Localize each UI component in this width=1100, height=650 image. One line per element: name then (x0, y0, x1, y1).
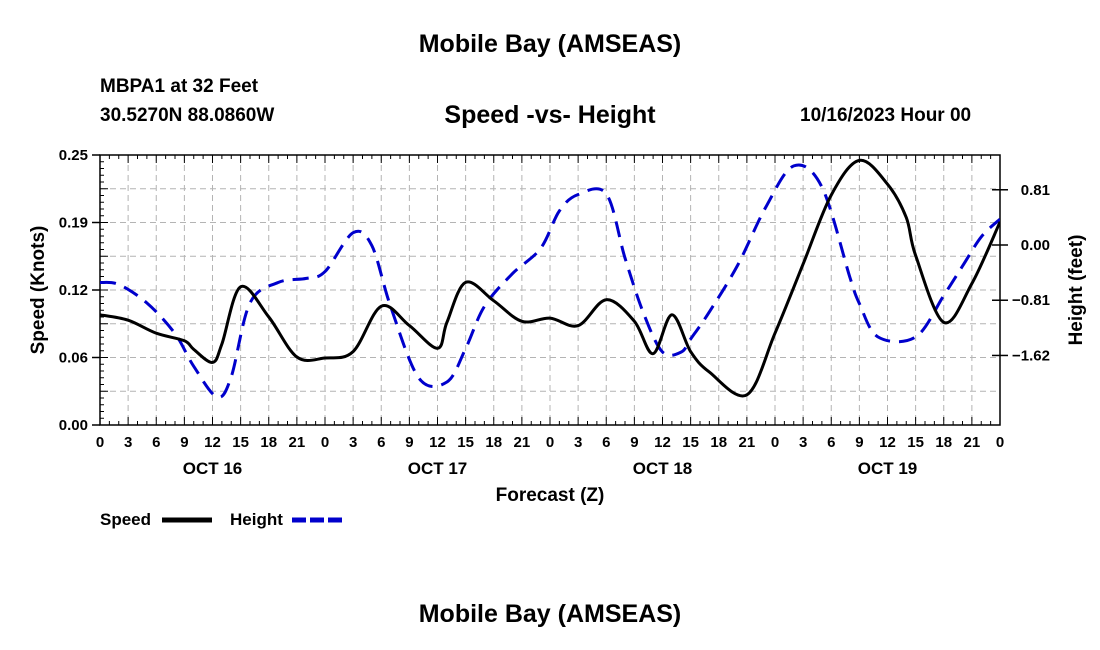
x-tick-label: 6 (827, 434, 835, 451)
station-coordinates: 30.5270N 88.0860W (100, 105, 275, 126)
x-tick-label: 18 (935, 434, 952, 451)
x-tick-label: 9 (855, 434, 863, 451)
legend-height-label: Height (230, 510, 283, 529)
x-tick-label: 12 (429, 434, 446, 451)
x-tick-label: 21 (289, 434, 306, 451)
y-axis-label: Speed (Knots) (28, 226, 49, 355)
x-tick-label: 0 (546, 434, 554, 451)
x-tick-label: 21 (514, 434, 531, 451)
x-tick-label: 3 (799, 434, 807, 451)
y-tick-label: 0.12 (59, 282, 88, 299)
x-tick-label: 9 (630, 434, 638, 451)
x-tick-label: 12 (879, 434, 896, 451)
y2-tick-label: −1.62 (1012, 347, 1050, 364)
x-axis-label: Forecast (Z) (496, 485, 605, 506)
y2-tick-label: 0.81 (1021, 182, 1050, 199)
day-label: OCT 17 (408, 459, 468, 478)
y-tick-label: 0.19 (59, 215, 88, 232)
station-label: MBPA1 at 32 Feet (100, 76, 259, 97)
x-tick-label: 0 (996, 434, 1004, 451)
y-tick-label: 0.06 (59, 350, 88, 367)
next-panel-title: Mobile Bay (AMSEAS) (418, 600, 682, 628)
y2-axis-label: Height (feet) (1066, 235, 1087, 346)
forecast-datetime: 10/16/2023 Hour 00 (800, 105, 972, 126)
y-tick-label: 0.00 (59, 417, 88, 434)
legend-speed-label: Speed (100, 510, 151, 529)
day-label: OCT 19 (858, 459, 918, 478)
x-tick-label: 3 (349, 434, 357, 451)
day-label: OCT 16 (183, 459, 243, 478)
x-tick-label: 15 (682, 434, 699, 451)
x-tick-label: 15 (457, 434, 474, 451)
y2-tick-label: 0.00 (1021, 237, 1050, 254)
x-tick-label: 6 (152, 434, 160, 451)
x-tick-label: 0 (321, 434, 329, 451)
x-tick-label: 18 (485, 434, 502, 451)
height-series-line (100, 163, 1000, 399)
chart-subtitle: Speed -vs- Height (444, 101, 656, 129)
x-tick-label: 9 (180, 434, 188, 451)
x-tick-label: 21 (739, 434, 756, 451)
y2-tick-label: −0.81 (1012, 292, 1050, 309)
speed-series-line (100, 158, 1000, 398)
x-tick-label: 0 (771, 434, 779, 451)
x-tick-label: 6 (602, 434, 610, 451)
x-tick-label: 18 (710, 434, 727, 451)
page-title: Mobile Bay (AMSEAS) (418, 30, 682, 58)
x-tick-label: 18 (260, 434, 277, 451)
x-tick-label: 12 (654, 434, 671, 451)
x-tick-label: 12 (204, 434, 221, 451)
x-tick-label: 15 (907, 434, 924, 451)
x-tick-label: 21 (964, 434, 981, 451)
x-tick-label: 3 (124, 434, 132, 451)
x-tick-label: 6 (377, 434, 385, 451)
x-tick-label: 3 (574, 434, 582, 451)
x-tick-label: 9 (405, 434, 413, 451)
x-tick-label: 15 (232, 434, 249, 451)
y-tick-label: 0.25 (59, 147, 88, 164)
x-tick-label: 0 (96, 434, 104, 451)
day-label: OCT 18 (633, 459, 693, 478)
